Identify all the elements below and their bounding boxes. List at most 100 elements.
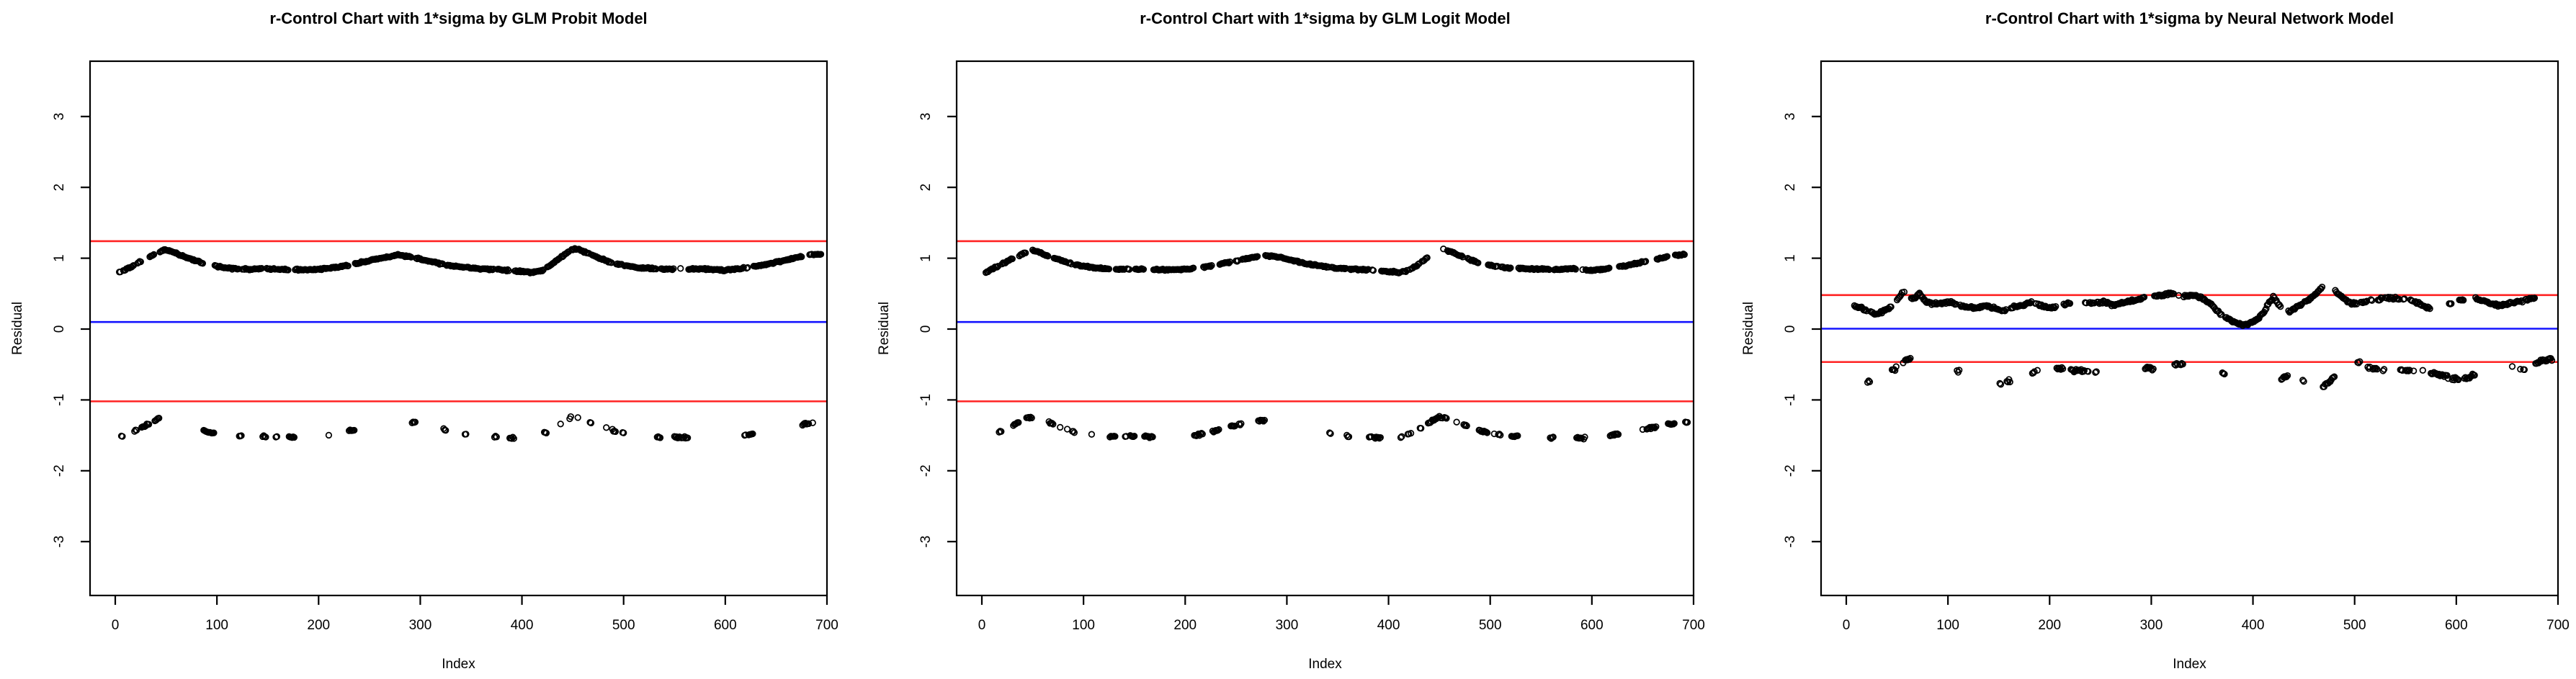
data-point — [1088, 431, 1096, 438]
data-point — [539, 267, 546, 274]
data-point — [2066, 300, 2074, 307]
data-point — [1207, 263, 1215, 270]
data-point — [656, 434, 664, 441]
data-point — [1050, 421, 1057, 428]
data-point — [504, 266, 511, 274]
x-tick-label: 300 — [2140, 618, 2163, 633]
data-point — [1549, 433, 1557, 441]
data-point — [1238, 420, 1245, 427]
data-point — [2179, 361, 2186, 368]
y-axis: -3 -2 -1 0 1 2 3 Residual — [877, 113, 957, 548]
chart-title: r-Control Chart with 1*sigma by GLM Logi… — [1140, 9, 1511, 27]
y-tick-label: -3 — [52, 536, 67, 548]
x-tick-label: 600 — [714, 618, 737, 633]
y-tick-label: -3 — [918, 536, 934, 548]
y-tick-label: -1 — [52, 394, 67, 406]
data-point — [509, 433, 516, 441]
data-point — [2362, 298, 2369, 306]
y-axis-label: Residual — [10, 302, 25, 355]
data-point — [1581, 433, 1588, 441]
x-tick-label: 700 — [815, 618, 838, 633]
data-point — [1149, 433, 1156, 441]
data-point — [1015, 419, 1022, 426]
data-point — [1377, 433, 1384, 441]
chart-panel: r-Control Chart with 1*sigma by Neural N… — [1741, 9, 2570, 672]
data-point — [145, 421, 153, 428]
chart-panel: r-Control Chart with 1*sigma by GLM Prob… — [10, 9, 838, 672]
data-point — [508, 435, 516, 442]
data-point — [805, 420, 813, 428]
data-point — [442, 427, 450, 434]
data-point — [1507, 264, 1514, 271]
data-point — [2330, 373, 2338, 380]
x-tick-label: 100 — [1936, 618, 1959, 633]
data-point — [1458, 252, 1465, 259]
x-tick-label: 500 — [612, 618, 635, 633]
data-point — [262, 433, 269, 441]
data-point — [2443, 372, 2451, 379]
data-point — [1462, 421, 1470, 428]
data-point — [749, 430, 756, 438]
data-point — [1653, 423, 1660, 431]
data-point — [1572, 266, 1579, 273]
data-point — [1028, 414, 1035, 422]
data-point — [798, 253, 805, 261]
plot-box — [955, 60, 1695, 597]
x-tick-label: 0 — [112, 618, 120, 633]
data-point — [1070, 429, 1078, 436]
data-point — [2299, 377, 2307, 384]
data-point — [1048, 420, 1056, 427]
data-point — [150, 251, 158, 258]
data-point — [1045, 253, 1052, 260]
x-tick-label: 500 — [1479, 618, 1502, 633]
data-point — [1997, 381, 2005, 388]
data-point — [1199, 431, 1206, 438]
data-point — [2277, 303, 2284, 310]
data-point — [2404, 367, 2411, 374]
data-point — [1131, 433, 1138, 440]
data-point — [1236, 421, 1244, 428]
x-axis-label: Index — [1308, 657, 1342, 672]
scatter-points — [982, 246, 1691, 443]
data-point — [740, 264, 747, 271]
data-point — [1642, 258, 1650, 265]
data-point — [1463, 422, 1470, 430]
data-point — [2284, 372, 2291, 379]
data-point — [2531, 294, 2539, 302]
data-point — [744, 264, 751, 271]
data-point — [2471, 372, 2478, 379]
y-axis-label: Residual — [877, 302, 892, 355]
data-point — [1887, 303, 1895, 310]
data-point — [2380, 366, 2388, 373]
y-tick-label: 0 — [1783, 325, 1798, 333]
data-point — [1475, 259, 1482, 266]
data-point — [620, 429, 627, 436]
y-tick-label: -2 — [918, 464, 934, 477]
data-point — [2059, 365, 2067, 372]
chart-title: r-Control Chart with 1*sigma by Neural N… — [1985, 9, 2394, 27]
data-point — [1057, 423, 1064, 431]
y-axis: -3 -2 -1 0 1 2 3 Residual — [10, 113, 90, 548]
data-point — [1215, 426, 1222, 433]
data-point — [1956, 367, 1963, 374]
x-axis-label: Index — [442, 657, 475, 672]
data-point — [1443, 415, 1450, 422]
data-point — [1514, 432, 1521, 439]
data-point — [2221, 370, 2228, 378]
data-point — [273, 433, 281, 440]
data-point — [119, 433, 126, 440]
y-tick-label: -1 — [918, 394, 934, 406]
data-point — [2371, 365, 2379, 373]
data-point — [2283, 373, 2290, 380]
data-point — [2372, 364, 2379, 372]
data-point — [2356, 358, 2363, 365]
y-tick-label: 1 — [918, 254, 934, 262]
data-point — [149, 251, 156, 259]
x-tick-label: 700 — [2546, 618, 2570, 633]
data-point — [2080, 367, 2088, 374]
x-tick-label: 600 — [1580, 618, 1604, 633]
x-tick-label: 500 — [2343, 618, 2366, 633]
x-tick-label: 300 — [409, 618, 432, 633]
x-tick-label: 700 — [1682, 618, 1705, 633]
